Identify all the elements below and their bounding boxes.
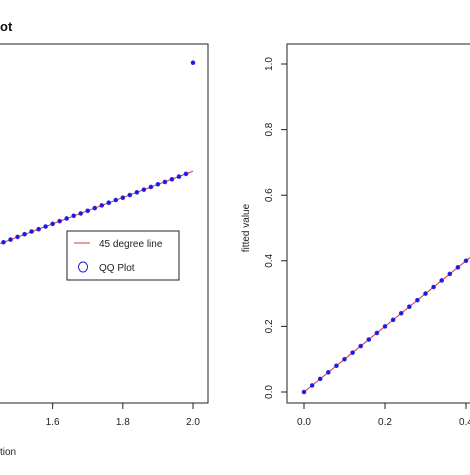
data-point — [447, 271, 453, 277]
data-point — [29, 229, 34, 234]
data-point — [415, 297, 420, 303]
data-point — [134, 190, 140, 195]
right-plot-frame — [286, 43, 470, 404]
legend-box — [66, 230, 180, 281]
legend: 45 degree line QQ Plot — [66, 230, 180, 281]
data-point — [350, 350, 355, 355]
data-point — [57, 218, 62, 224]
chart-title-fragment: ot — [0, 19, 13, 34]
data-point — [334, 363, 339, 369]
data-point — [8, 237, 13, 242]
data-point — [155, 182, 161, 187]
data-point — [1, 239, 6, 245]
data-point — [431, 284, 436, 290]
y-tick-label: 0.2 — [264, 319, 275, 333]
data-point — [309, 383, 315, 388]
data-point — [317, 376, 323, 382]
data-point — [423, 291, 428, 296]
data-point — [325, 370, 331, 375]
data-point — [22, 231, 27, 237]
data-point — [78, 211, 84, 216]
data-point — [127, 192, 133, 198]
left-x-axis-label: tion — [0, 447, 16, 458]
data-point — [71, 213, 76, 219]
data-point — [169, 176, 175, 182]
data-point — [43, 224, 48, 229]
data-point — [120, 195, 126, 201]
data-point — [390, 317, 396, 323]
x-tick-label: 0.2 — [378, 417, 392, 428]
data-point — [162, 179, 168, 185]
right-y-axis-label: fitted value — [241, 203, 252, 252]
x-tick-label: 2.0 — [186, 417, 200, 428]
data-point — [439, 278, 445, 283]
x-tick-label: 1.6 — [46, 417, 60, 428]
x-tick-label: 1.8 — [116, 417, 130, 428]
y-tick-label: 0.0 — [264, 385, 275, 399]
y-tick-label: 0.8 — [264, 122, 275, 136]
data-point — [36, 226, 41, 232]
data-point — [141, 187, 147, 192]
data-point — [190, 60, 196, 66]
left-x-axis: 1.6 1.8 2.0 — [46, 403, 200, 428]
y-tick-label: 0.6 — [264, 188, 275, 202]
left-chart: 1.6 1.8 2.0 tion 45 degree line QQ Plot — [0, 43, 209, 458]
legend-line-label: 45 degree line — [99, 239, 163, 250]
left-plot-area — [0, 60, 196, 245]
data-point — [374, 330, 380, 336]
data-point — [301, 389, 307, 395]
x-tick-label: 0.4 — [459, 417, 470, 428]
data-point — [113, 197, 119, 203]
legend-points-swatch — [78, 261, 88, 273]
data-point — [382, 324, 388, 329]
legend-points-label: QQ Plot — [99, 263, 135, 274]
data-point — [463, 258, 469, 264]
right-x-axis: 0.0 0.2 0.4 — [297, 403, 470, 428]
y-tick-label: 0.4 — [264, 253, 275, 267]
right-y-axis: 0.0 0.2 0.4 0.6 0.8 1.0 — [264, 57, 287, 399]
y-tick-label: 1.0 — [264, 57, 275, 71]
data-point — [106, 200, 112, 206]
data-point — [358, 343, 364, 349]
data-point — [99, 203, 105, 208]
data-point — [92, 205, 98, 211]
data-point — [342, 356, 347, 362]
data-point — [148, 184, 154, 190]
data-point — [176, 174, 182, 179]
data-point — [398, 310, 404, 316]
left-plot-frame — [0, 43, 209, 404]
x-tick-label: 0.0 — [297, 417, 311, 428]
right-chart: 0.0 0.2 0.4 0.0 0.2 0.4 0.6 0.8 1.0 fitted valu… — [241, 43, 470, 428]
data-point — [455, 265, 461, 270]
data-point — [183, 171, 189, 177]
data-point — [50, 221, 55, 227]
right-plot-area — [301, 257, 470, 395]
data-point — [64, 216, 69, 221]
data-point — [15, 234, 20, 240]
data-point — [406, 304, 412, 310]
data-point — [366, 337, 372, 342]
data-point — [85, 208, 91, 214]
